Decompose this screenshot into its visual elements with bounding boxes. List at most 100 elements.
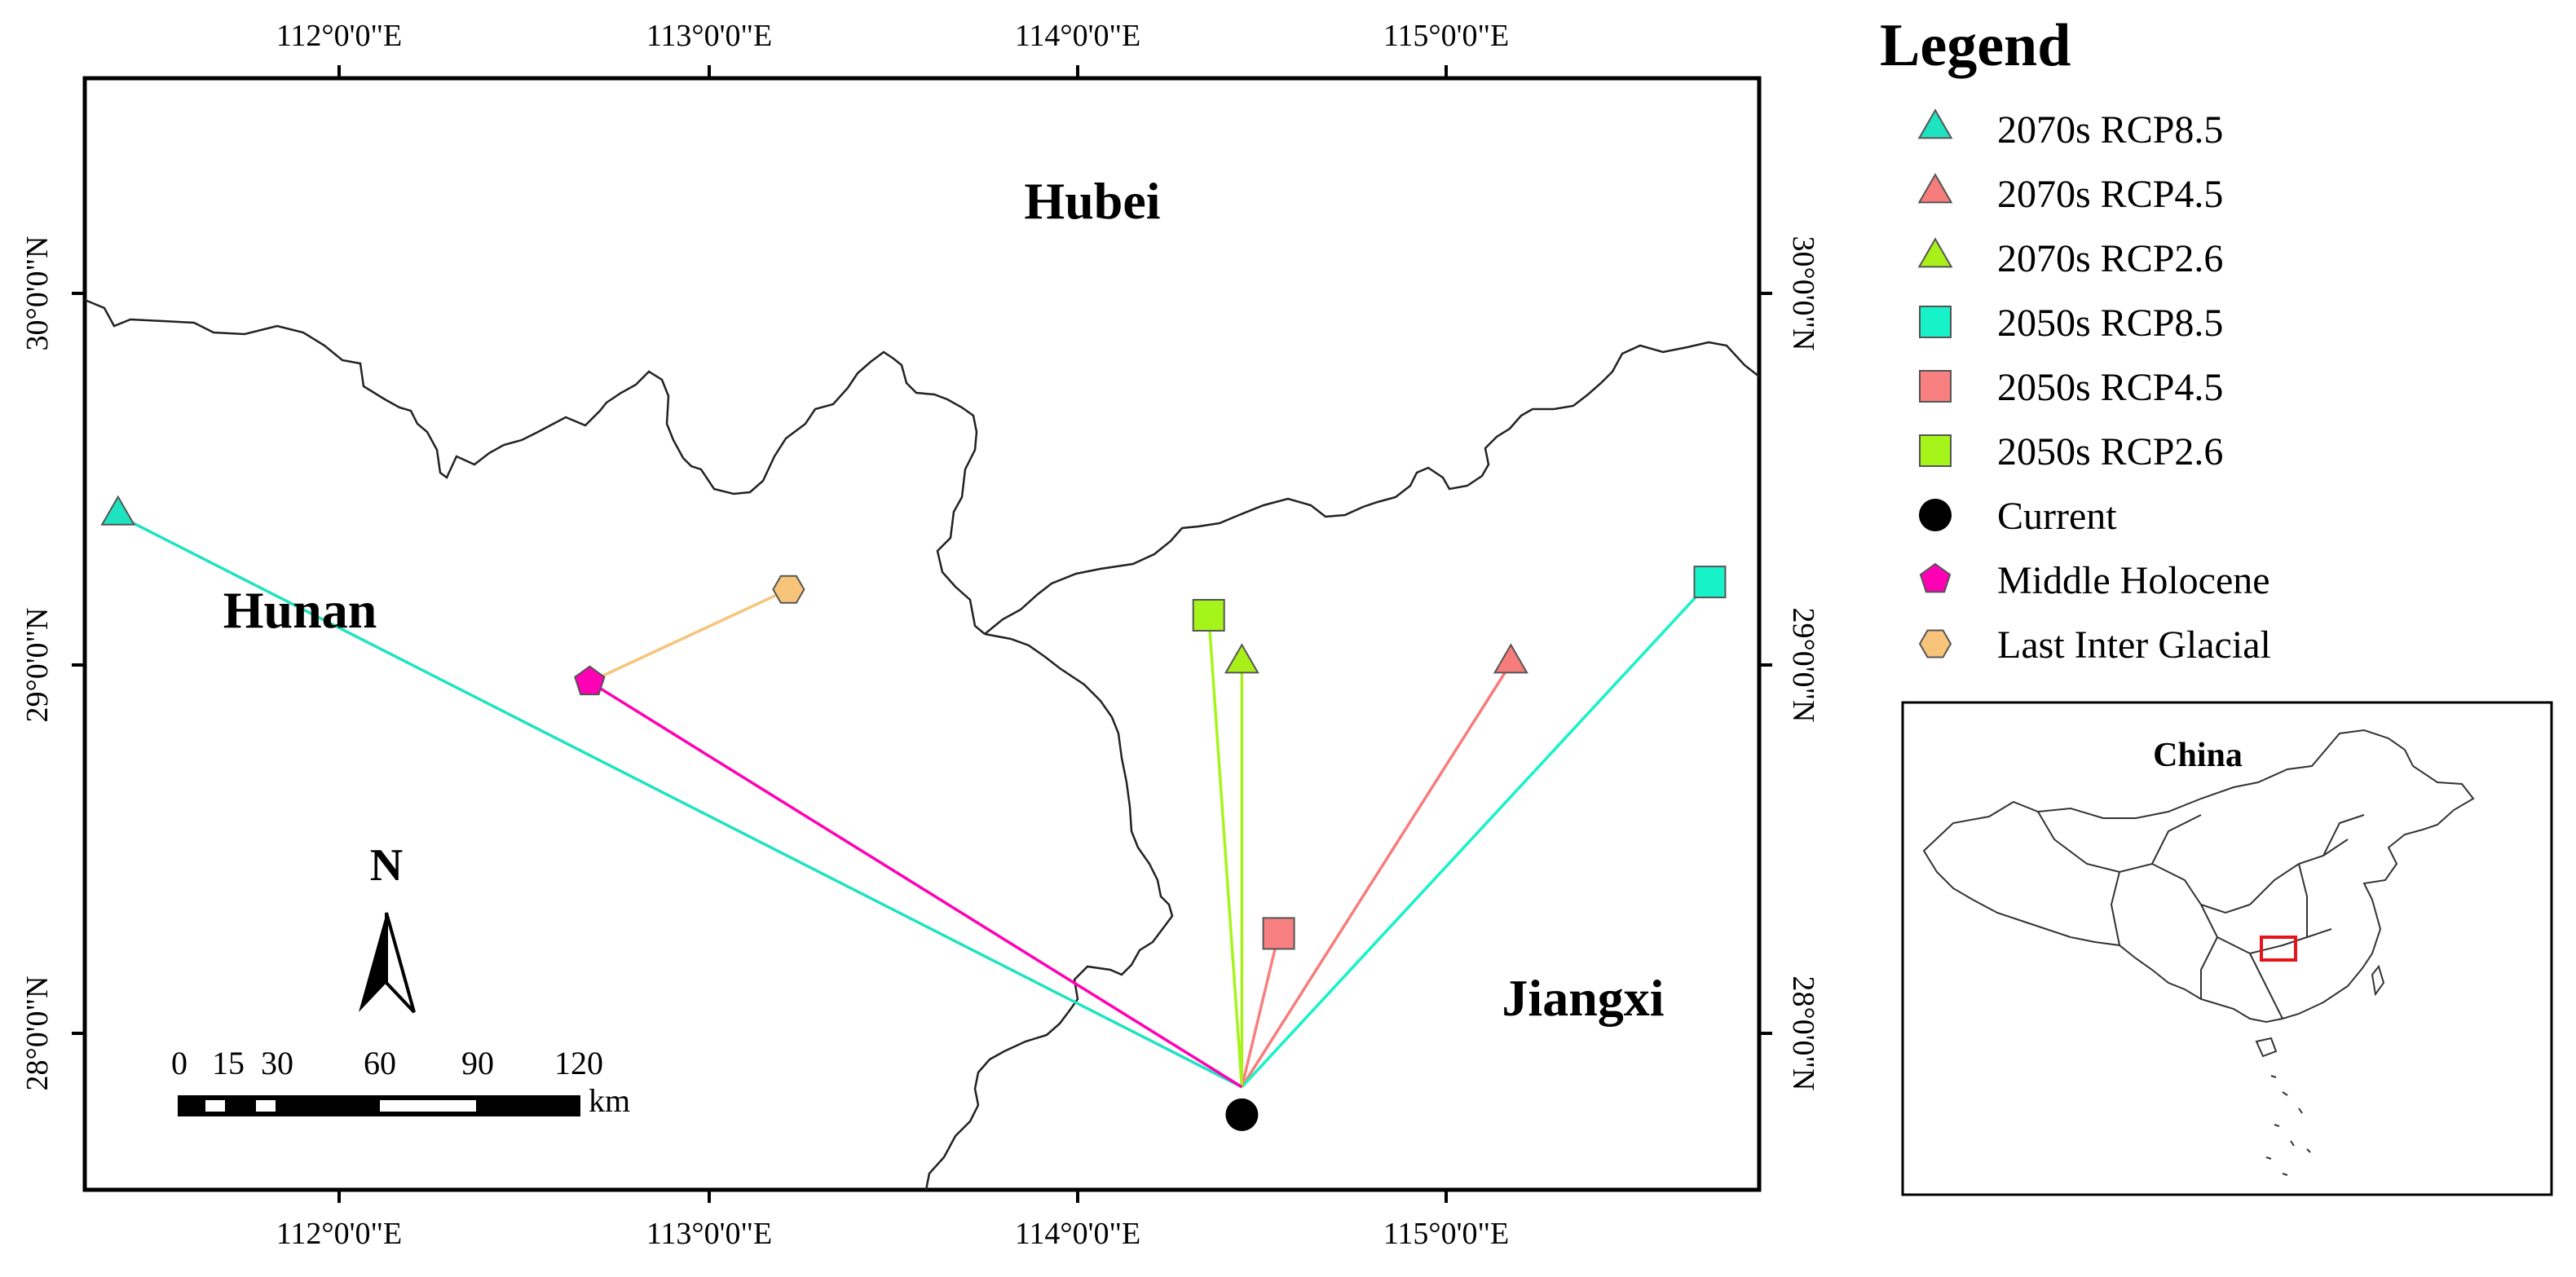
china-outline (1922, 729, 2475, 1176)
hunan-jiangxi-boundary (924, 632, 1174, 1191)
lon-tick-label: 115°0'0"E (1383, 19, 1509, 53)
region-label-jiangxi: Jiangxi (1502, 969, 1664, 1027)
scale-unit: km (589, 1082, 630, 1119)
legend-title: Legend (1880, 12, 2071, 79)
legend-item: 2050s RCP8.5 (1919, 302, 2223, 345)
marker-2050s-rcp8-5 (1693, 566, 1727, 599)
lat-tick-label: 28°0'0"N (1786, 976, 1820, 1091)
legend-item: Last Inter Glacial (1918, 623, 2271, 667)
legend-symbol-middle-holocene (1919, 562, 1952, 593)
scale-label-120: 120 (554, 1045, 603, 1081)
legend-items: 2070s RCP8.5 2070s RCP4.5 2070s RCP2.6 2050… (1917, 108, 2271, 667)
legend-item: Middle Holocene (1919, 559, 2270, 602)
migration-line-2050s-rcp2-6 (1206, 614, 1244, 1088)
marker-middle-holocene (574, 665, 606, 696)
region-label-hunan: Hunan (223, 581, 377, 639)
scale-bar-segment (256, 1100, 276, 1112)
distribution-centroids (100, 495, 1727, 1131)
china-border (1922, 729, 2475, 1024)
legend-symbol-2050s-rcp2-6 (1919, 434, 1952, 467)
lat-tick-label: 30°0'0"N (20, 236, 55, 351)
hainan-island (2255, 1037, 2278, 1058)
taiwan-island (2371, 964, 2385, 997)
legend-item: 2050s RCP4.5 (1919, 366, 2223, 409)
legend-symbol-2070s-rcp2-6 (1917, 237, 1953, 268)
legend-label: 2070s RCP8.5 (1997, 108, 2223, 152)
migration-lines (117, 513, 1711, 1089)
lon-tick-label: 114°0'0"E (1015, 19, 1140, 53)
migration-line-middle-holocene (589, 680, 1243, 1089)
scale-label-60: 60 (364, 1045, 396, 1081)
scale-bar-segment (205, 1100, 225, 1112)
legend-label: 2050s RCP8.5 (1997, 302, 2223, 345)
legend-symbol-2070s-rcp8-5 (1917, 108, 1953, 139)
legend-item: 2050s RCP2.6 (1919, 430, 2223, 473)
lat-tick-label: 30°0'0"N (1786, 236, 1820, 351)
scale-bar: 0 15 30 60 90 120 km (171, 1045, 630, 1119)
lat-tick-label: 28°0'0"N (20, 976, 55, 1091)
lon-tick-label: 112°0'0"E (276, 1217, 402, 1251)
legend-symbol-2070s-rcp4-5 (1917, 173, 1953, 204)
migration-line-2070s-rcp8-5 (117, 513, 1243, 1089)
china-provinces-interior (2037, 811, 2365, 1019)
scale-label-30: 30 (261, 1045, 293, 1081)
marker-2070s-rcp2-6 (1224, 643, 1259, 674)
hubei-hunan-boundary (84, 298, 986, 635)
legend-item: Current (1919, 495, 2117, 538)
north-arrow-left-half (359, 913, 386, 1012)
latitude-ticks (72, 292, 1772, 1035)
scale-label-0: 0 (171, 1045, 187, 1081)
legend-symbol-current (1919, 499, 1952, 531)
lon-tick-label: 113°0'0"E (646, 1217, 772, 1251)
lon-tick-label: 112°0'0"E (276, 19, 402, 53)
north-arrow-right-half (385, 912, 416, 1014)
lat-tick-label: 29°0'0"N (20, 608, 55, 723)
legend-label: 2050s RCP4.5 (1997, 366, 2223, 409)
inset-title: China (2153, 737, 2243, 774)
marker-2050s-rcp2-6 (1192, 598, 1225, 632)
legend-label: 2050s RCP2.6 (1997, 430, 2223, 473)
marker-2050s-rcp4-5 (1262, 917, 1295, 950)
inset-map: China (1901, 701, 2553, 1196)
legend-label: 2070s RCP2.6 (1997, 237, 2223, 280)
marker-2070s-rcp4-5 (1493, 643, 1528, 674)
legend-label: Last Inter Glacial (1997, 623, 2271, 667)
inset-frame (1901, 701, 2553, 1196)
marker-current (1225, 1098, 1259, 1131)
longitude-labels-top: 112°0'0"E 113°0'0"E 114°0'0"E 115°0'0"E (276, 19, 1509, 53)
legend-label: 2070s RCP4.5 (1997, 173, 2223, 216)
lat-tick-label: 29°0'0"N (1786, 608, 1820, 723)
north-arrow: N (359, 840, 416, 1014)
study-area-highlight (2260, 936, 2297, 962)
lon-tick-label: 114°0'0"E (1015, 1217, 1140, 1251)
latitude-labels-left: 30°0'0"N 29°0'0"N 28°0'0"N (20, 236, 55, 1091)
legend-symbol-2050s-rcp4-5 (1919, 370, 1952, 403)
scale-bar-segment (380, 1100, 476, 1112)
legend-label: Middle Holocene (1997, 559, 2270, 602)
migration-line-2070s-rcp4-5 (1240, 663, 1512, 1088)
north-arrow-label: N (370, 840, 403, 891)
region-label-hubei: Hubei (1024, 172, 1160, 230)
legend-symbol-last-inter-glacial (1918, 629, 1952, 658)
legend-item: 2070s RCP8.5 (1917, 108, 2223, 152)
legend-symbol-2050s-rcp8-5 (1919, 306, 1952, 338)
longitude-ticks (337, 65, 1448, 1203)
legend-item: 2070s RCP4.5 (1917, 173, 2223, 216)
scale-label-90: 90 (461, 1045, 494, 1081)
legend-item: 2070s RCP2.6 (1917, 237, 2223, 280)
migration-line-2050s-rcp4-5 (1240, 933, 1281, 1088)
latitude-labels-right: 30°0'0"N 29°0'0"N 28°0'0"N (1786, 236, 1820, 1091)
scale-bar-track (178, 1095, 580, 1116)
legend-label: Current (1997, 495, 2117, 538)
marker-last-inter-glacial (772, 575, 805, 604)
south-china-sea-islands (2265, 1075, 2311, 1176)
province-boundaries (84, 298, 1760, 1191)
longitude-labels-bottom: 112°0'0"E 113°0'0"E 114°0'0"E 115°0'0"E (276, 1217, 1509, 1251)
marker-2070s-rcp8-5 (100, 495, 136, 526)
lon-tick-label: 113°0'0"E (646, 19, 772, 53)
scale-label-15: 15 (212, 1045, 245, 1081)
lon-tick-label: 115°0'0"E (1383, 1217, 1509, 1251)
hubei-jiangxi-boundary (984, 341, 1760, 635)
